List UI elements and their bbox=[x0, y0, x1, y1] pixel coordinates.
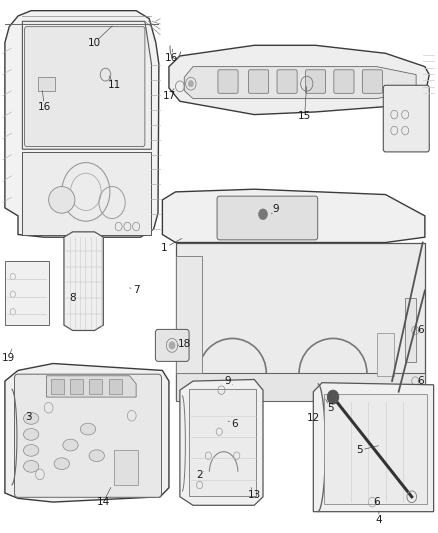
Bar bbox=[405, 298, 416, 362]
Bar bbox=[38, 77, 55, 91]
Text: 5: 5 bbox=[356, 446, 363, 455]
FancyBboxPatch shape bbox=[362, 70, 382, 93]
Text: 16: 16 bbox=[165, 53, 178, 62]
Text: 18: 18 bbox=[178, 339, 191, 349]
Text: 13: 13 bbox=[247, 490, 261, 499]
Polygon shape bbox=[64, 232, 103, 330]
Text: 11: 11 bbox=[108, 80, 121, 90]
FancyBboxPatch shape bbox=[14, 374, 162, 497]
Text: 1: 1 bbox=[161, 243, 168, 253]
FancyBboxPatch shape bbox=[334, 70, 354, 93]
Text: 6: 6 bbox=[231, 419, 238, 429]
Polygon shape bbox=[176, 243, 425, 400]
Text: 8: 8 bbox=[69, 294, 76, 303]
Text: 10: 10 bbox=[88, 38, 101, 47]
Ellipse shape bbox=[63, 439, 78, 451]
Text: 6: 6 bbox=[417, 326, 424, 335]
FancyBboxPatch shape bbox=[217, 196, 318, 240]
Ellipse shape bbox=[24, 445, 39, 456]
Text: 14: 14 bbox=[97, 497, 110, 507]
Ellipse shape bbox=[80, 423, 95, 435]
Text: 17: 17 bbox=[162, 91, 176, 101]
Bar bbox=[189, 389, 256, 496]
Bar bbox=[51, 379, 64, 394]
Bar bbox=[176, 256, 202, 373]
Text: 4: 4 bbox=[376, 515, 382, 524]
Ellipse shape bbox=[54, 458, 69, 470]
Polygon shape bbox=[162, 189, 425, 243]
Text: 9: 9 bbox=[225, 376, 231, 386]
Ellipse shape bbox=[49, 187, 75, 213]
FancyBboxPatch shape bbox=[155, 329, 189, 361]
Text: 9: 9 bbox=[273, 204, 279, 214]
Bar bbox=[89, 379, 102, 394]
Ellipse shape bbox=[24, 461, 39, 472]
Ellipse shape bbox=[89, 450, 104, 462]
Text: 15: 15 bbox=[298, 111, 311, 121]
FancyBboxPatch shape bbox=[249, 70, 268, 93]
Polygon shape bbox=[180, 379, 263, 505]
Polygon shape bbox=[313, 383, 434, 512]
Circle shape bbox=[188, 80, 194, 87]
FancyBboxPatch shape bbox=[25, 27, 145, 147]
Circle shape bbox=[327, 390, 339, 404]
FancyBboxPatch shape bbox=[383, 85, 429, 152]
Bar bbox=[70, 379, 83, 394]
Circle shape bbox=[169, 342, 175, 349]
Bar bbox=[324, 394, 427, 504]
Text: 5: 5 bbox=[328, 403, 334, 413]
Bar bbox=[109, 379, 122, 394]
Text: 19: 19 bbox=[2, 353, 15, 363]
Text: 6: 6 bbox=[374, 497, 380, 507]
Bar bbox=[114, 450, 138, 485]
Polygon shape bbox=[169, 45, 429, 115]
FancyBboxPatch shape bbox=[218, 70, 238, 93]
Ellipse shape bbox=[24, 429, 39, 440]
Bar bbox=[377, 333, 394, 376]
Ellipse shape bbox=[24, 413, 39, 424]
Text: 16: 16 bbox=[38, 102, 51, 111]
Polygon shape bbox=[5, 11, 159, 237]
FancyBboxPatch shape bbox=[277, 70, 297, 93]
Bar bbox=[176, 373, 425, 401]
Bar bbox=[5, 261, 49, 325]
Text: 6: 6 bbox=[417, 376, 424, 386]
Polygon shape bbox=[5, 364, 169, 502]
Text: 7: 7 bbox=[133, 286, 139, 295]
Circle shape bbox=[258, 209, 267, 220]
Polygon shape bbox=[22, 152, 152, 235]
Text: 3: 3 bbox=[26, 412, 32, 422]
Polygon shape bbox=[22, 21, 152, 149]
Text: 12: 12 bbox=[307, 414, 320, 423]
Polygon shape bbox=[184, 67, 416, 99]
FancyBboxPatch shape bbox=[305, 70, 325, 93]
Text: 2: 2 bbox=[196, 471, 203, 480]
Polygon shape bbox=[46, 376, 136, 397]
